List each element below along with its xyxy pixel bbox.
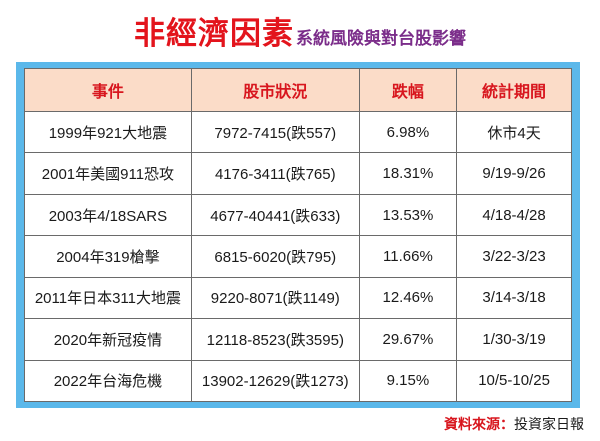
header-event: 事件: [24, 68, 192, 112]
table-header-row: 事件 股市狀況 跌幅 統計期間: [24, 68, 572, 112]
table-row: 2004年319槍擊 6815-6020(跌795) 11.66% 3/22-3…: [24, 235, 572, 278]
cell-decline: 9.15%: [358, 359, 458, 403]
cell-market-status: 6815-6020(跌795): [190, 235, 360, 278]
cell-market-status: 4677-40441(跌633): [190, 193, 360, 237]
table-row: 2003年4/18SARS 4677-40441(跌633) 13.53% 4/…: [24, 193, 572, 237]
header-decline: 跌幅: [358, 68, 458, 112]
cell-event: 1999年921大地震: [24, 110, 192, 154]
cell-period: 休市4天: [456, 110, 572, 154]
table-frame: 事件 股市狀況 跌幅 統計期間 1999年921大地震 7972-7415(跌5…: [16, 62, 580, 408]
cell-period: 3/14-3/18: [456, 276, 572, 320]
cell-period: 10/5-10/25: [456, 359, 572, 403]
cell-decline: 29.67%: [358, 318, 458, 361]
cell-period: 1/30-3/19: [456, 318, 572, 361]
cell-decline: 12.46%: [358, 276, 458, 320]
table-row: 2011年日本311大地震 9220-8071(跌1149) 12.46% 3/…: [24, 276, 572, 320]
table-row: 2022年台海危機 13902-12629(跌1273) 9.15% 10/5-…: [24, 359, 572, 403]
title-subtitle: 系統風險與對台股影響: [296, 29, 466, 49]
cell-market-status: 4176-3411(跌765): [190, 152, 360, 195]
cell-decline: 6.98%: [358, 110, 458, 154]
header-period: 統計期間: [456, 68, 572, 112]
cell-market-status: 7972-7415(跌557): [190, 110, 360, 154]
cell-event: 2004年319槍擊: [24, 235, 192, 278]
cell-event: 2001年美國911恐攻: [24, 152, 192, 195]
cell-market-status: 9220-8071(跌1149): [190, 276, 360, 320]
source-label: 資料來源: [444, 417, 500, 433]
header-market-status: 股市狀況: [190, 68, 360, 112]
table-row: 2020年新冠疫情 12118-8523(跌3595) 29.67% 1/30-…: [24, 318, 572, 361]
cell-decline: 11.66%: [358, 235, 458, 278]
cell-event: 2022年台海危機: [24, 359, 192, 403]
cell-event: 2003年4/18SARS: [24, 193, 192, 237]
cell-period: 9/19-9/26: [456, 152, 572, 195]
table-row: 1999年921大地震 7972-7415(跌557) 6.98% 休市4天: [24, 110, 572, 154]
cell-decline: 18.31%: [358, 152, 458, 195]
cell-market-status: 12118-8523(跌3595): [190, 318, 360, 361]
cell-period: 4/18-4/28: [456, 193, 572, 237]
cell-period: 3/22-3/23: [456, 235, 572, 278]
source-value: 投資家日報: [514, 417, 584, 433]
source-separator: ：: [500, 417, 514, 433]
page-title: 非經濟因素 系統風險與對台股影響: [0, 8, 600, 52]
cell-event: 2011年日本311大地震: [24, 276, 192, 320]
data-table: 事件 股市狀況 跌幅 統計期間 1999年921大地震 7972-7415(跌5…: [24, 68, 572, 403]
cell-decline: 13.53%: [358, 193, 458, 237]
table-row: 2001年美國911恐攻 4176-3411(跌765) 18.31% 9/19…: [24, 152, 572, 195]
source-note: 資料來源：投資家日報: [444, 414, 584, 434]
title-main: 非經濟因素: [134, 16, 294, 52]
cell-event: 2020年新冠疫情: [24, 318, 192, 361]
cell-market-status: 13902-12629(跌1273): [190, 359, 360, 403]
